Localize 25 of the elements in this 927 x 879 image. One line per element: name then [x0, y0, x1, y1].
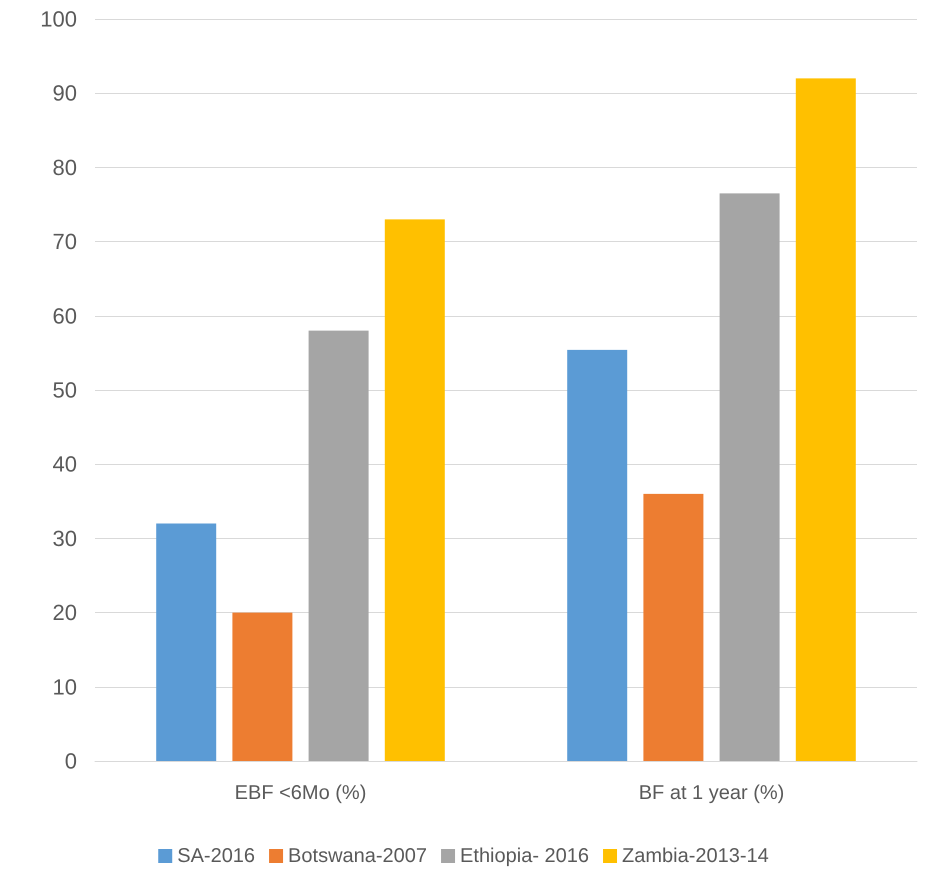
- y-tick-label: 90: [52, 80, 77, 106]
- x-tick-label: BF at 1 year (%): [638, 782, 784, 804]
- y-tick-label: 0: [64, 748, 77, 774]
- legend-label: Botswana-2007: [288, 845, 428, 867]
- legend-label: Ethiopia- 2016: [460, 845, 590, 867]
- bar: [232, 612, 292, 761]
- y-tick-label: 100: [40, 6, 77, 32]
- legend-label: Zambia-2013-14: [622, 845, 769, 867]
- bar: [156, 524, 216, 761]
- y-tick-label: 80: [52, 154, 77, 180]
- y-tick-label: 70: [52, 229, 77, 254]
- bar: [643, 494, 704, 761]
- y-tick-label: 30: [52, 526, 77, 551]
- y-tick-label: 20: [52, 600, 77, 626]
- y-tick-label: 60: [52, 303, 77, 328]
- y-tick-label: 50: [52, 378, 77, 402]
- legend-label: SA-2016: [177, 845, 256, 867]
- bar: [796, 78, 856, 761]
- y-tick-label: 10: [52, 674, 77, 700]
- x-tick-label: EBF <6Mo (%): [234, 782, 366, 804]
- bar: [720, 193, 780, 761]
- y-tick-label: 40: [52, 452, 77, 477]
- bar: [567, 350, 628, 761]
- bar: [384, 219, 445, 761]
- bar: [308, 330, 369, 761]
